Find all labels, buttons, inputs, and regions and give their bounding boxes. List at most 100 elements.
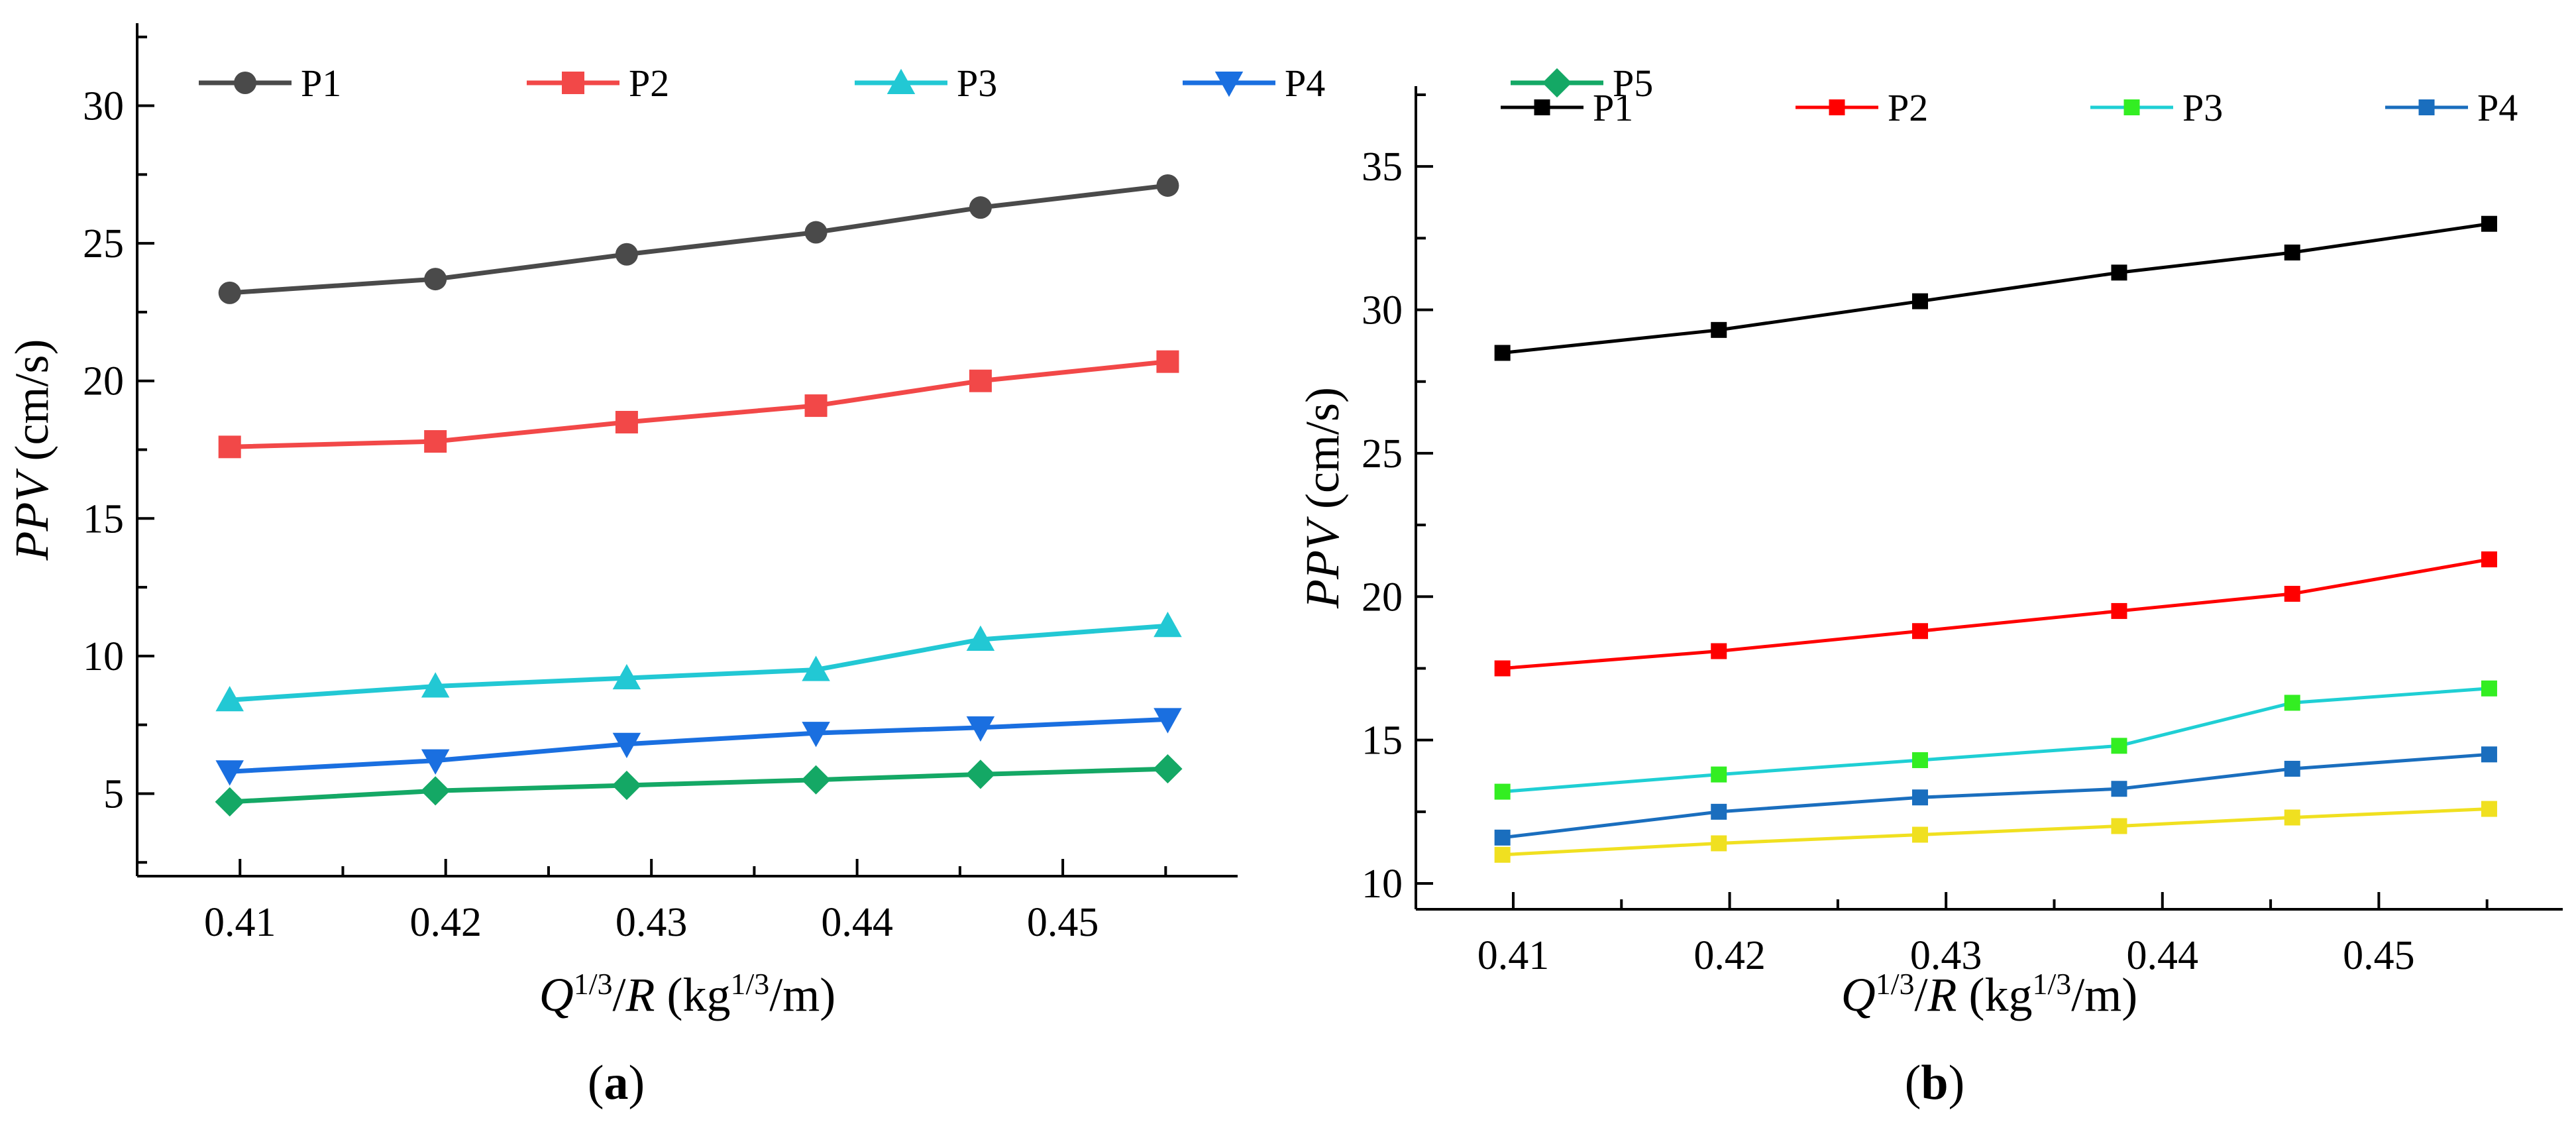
y-tick-label: 35 — [1362, 144, 1403, 190]
data-point — [1911, 752, 1928, 768]
data-point — [2481, 680, 2497, 697]
legend-label: P3 — [2182, 86, 2223, 129]
series-line — [1502, 557, 2490, 670]
data-point — [424, 430, 447, 453]
y-tick-label: 20 — [83, 359, 124, 404]
data-point — [966, 716, 995, 742]
superscript: 1/3 — [731, 967, 770, 1001]
data-point — [1911, 623, 1928, 640]
data-point — [1494, 660, 1511, 677]
x-tick-label: 0.44 — [821, 900, 893, 945]
x-tick-label: 0.43 — [616, 900, 688, 945]
y-axis-title: PPV (cm/s) — [1296, 387, 1349, 609]
caption-paren: ( — [1905, 1056, 1921, 1110]
data-point — [218, 435, 241, 459]
legend-marker — [2418, 99, 2435, 115]
label-part: (cm/s) — [5, 339, 58, 473]
data-point — [2481, 801, 2497, 817]
data-point — [2284, 695, 2300, 711]
x-tick-label: 0.42 — [1693, 933, 1766, 978]
y-tick-label: 25 — [83, 221, 124, 266]
y-tick-label: 10 — [1362, 862, 1403, 907]
x-tick-label: 0.45 — [1027, 900, 1099, 945]
legend-marker — [234, 72, 256, 94]
data-point — [802, 722, 830, 748]
series-line — [1502, 807, 2490, 857]
y-tick-label: 20 — [1362, 575, 1403, 620]
legend-item: P2 — [527, 62, 669, 105]
series-p4 — [215, 708, 1182, 786]
series-line — [229, 766, 1168, 805]
data-point — [615, 243, 638, 266]
series-line — [229, 716, 1168, 774]
data-point — [1494, 846, 1511, 863]
series-line — [229, 359, 1168, 449]
data-point — [421, 749, 450, 775]
x-tick-label: 0.45 — [2343, 933, 2415, 978]
series-line — [229, 623, 1168, 703]
legend-item: P2 — [1796, 86, 1928, 129]
data-point — [2481, 551, 2497, 568]
data-point — [2284, 585, 2300, 602]
panel-caption: (b) — [1905, 1056, 1964, 1110]
caption-letter: a — [604, 1056, 629, 1110]
data-point — [2111, 738, 2127, 754]
data-point — [1711, 835, 1727, 852]
legend-label: P5 — [1613, 62, 1653, 105]
legend-item: P5 — [1511, 62, 1653, 105]
x-tick-label: 0.43 — [1910, 933, 1982, 978]
x-tick-label: 0.41 — [204, 900, 276, 945]
series-p3 — [215, 611, 1182, 712]
legend-marker — [1534, 99, 1550, 115]
data-point — [802, 655, 830, 681]
legend-marker — [1542, 68, 1572, 98]
series-p1 — [1494, 215, 2497, 361]
label-part-italic: Q — [539, 968, 574, 1021]
data-point — [2111, 818, 2127, 834]
label-part: (cm/s) — [1296, 387, 1349, 521]
series-p5 — [1494, 801, 2497, 863]
data-point — [2481, 746, 2497, 763]
x-tick-label: 0.42 — [409, 900, 482, 945]
data-point — [215, 686, 244, 712]
legend-marker — [2123, 99, 2140, 115]
legend-item: P3 — [2090, 86, 2223, 129]
data-point — [1711, 766, 1727, 783]
data-point — [424, 268, 447, 291]
series-p1 — [218, 174, 1179, 304]
data-point — [2284, 244, 2300, 260]
series-line — [229, 183, 1168, 296]
legend-label: P3 — [957, 62, 997, 105]
label-part: /m) — [769, 968, 835, 1021]
data-point — [2111, 264, 2127, 281]
label-part: / — [613, 968, 626, 1021]
data-point — [1911, 789, 1928, 806]
data-point — [804, 394, 828, 418]
label-part: / — [1915, 968, 1928, 1021]
series-p2 — [218, 350, 1179, 459]
legend-marker — [1214, 72, 1244, 97]
data-point — [2111, 602, 2127, 619]
legend-label: P4 — [2477, 86, 2518, 129]
legend-label: P2 — [1888, 86, 1928, 129]
superscript: 1/3 — [1876, 967, 1915, 1001]
data-point — [215, 787, 244, 817]
x-tick-label: 0.44 — [2127, 933, 2199, 978]
y-tick-label: 30 — [1362, 288, 1403, 333]
data-point — [218, 281, 241, 304]
caption-paren: ) — [1949, 1056, 1965, 1110]
series-p4 — [1494, 746, 2497, 846]
legend-item: P3 — [855, 62, 997, 105]
data-point — [612, 732, 641, 758]
legend-item: P1 — [199, 62, 341, 105]
data-point — [615, 410, 638, 433]
data-point — [804, 221, 828, 244]
data-point — [421, 776, 451, 806]
panel-b: 10 15 20 25 30 35 0.41 0.42 0.43 0.44 0.45 P1 P2 P3 P4… — [1296, 86, 2563, 1110]
legend-marker — [1829, 99, 1845, 115]
data-point — [1156, 350, 1179, 373]
data-point — [2111, 781, 2127, 797]
data-point — [1156, 174, 1179, 197]
